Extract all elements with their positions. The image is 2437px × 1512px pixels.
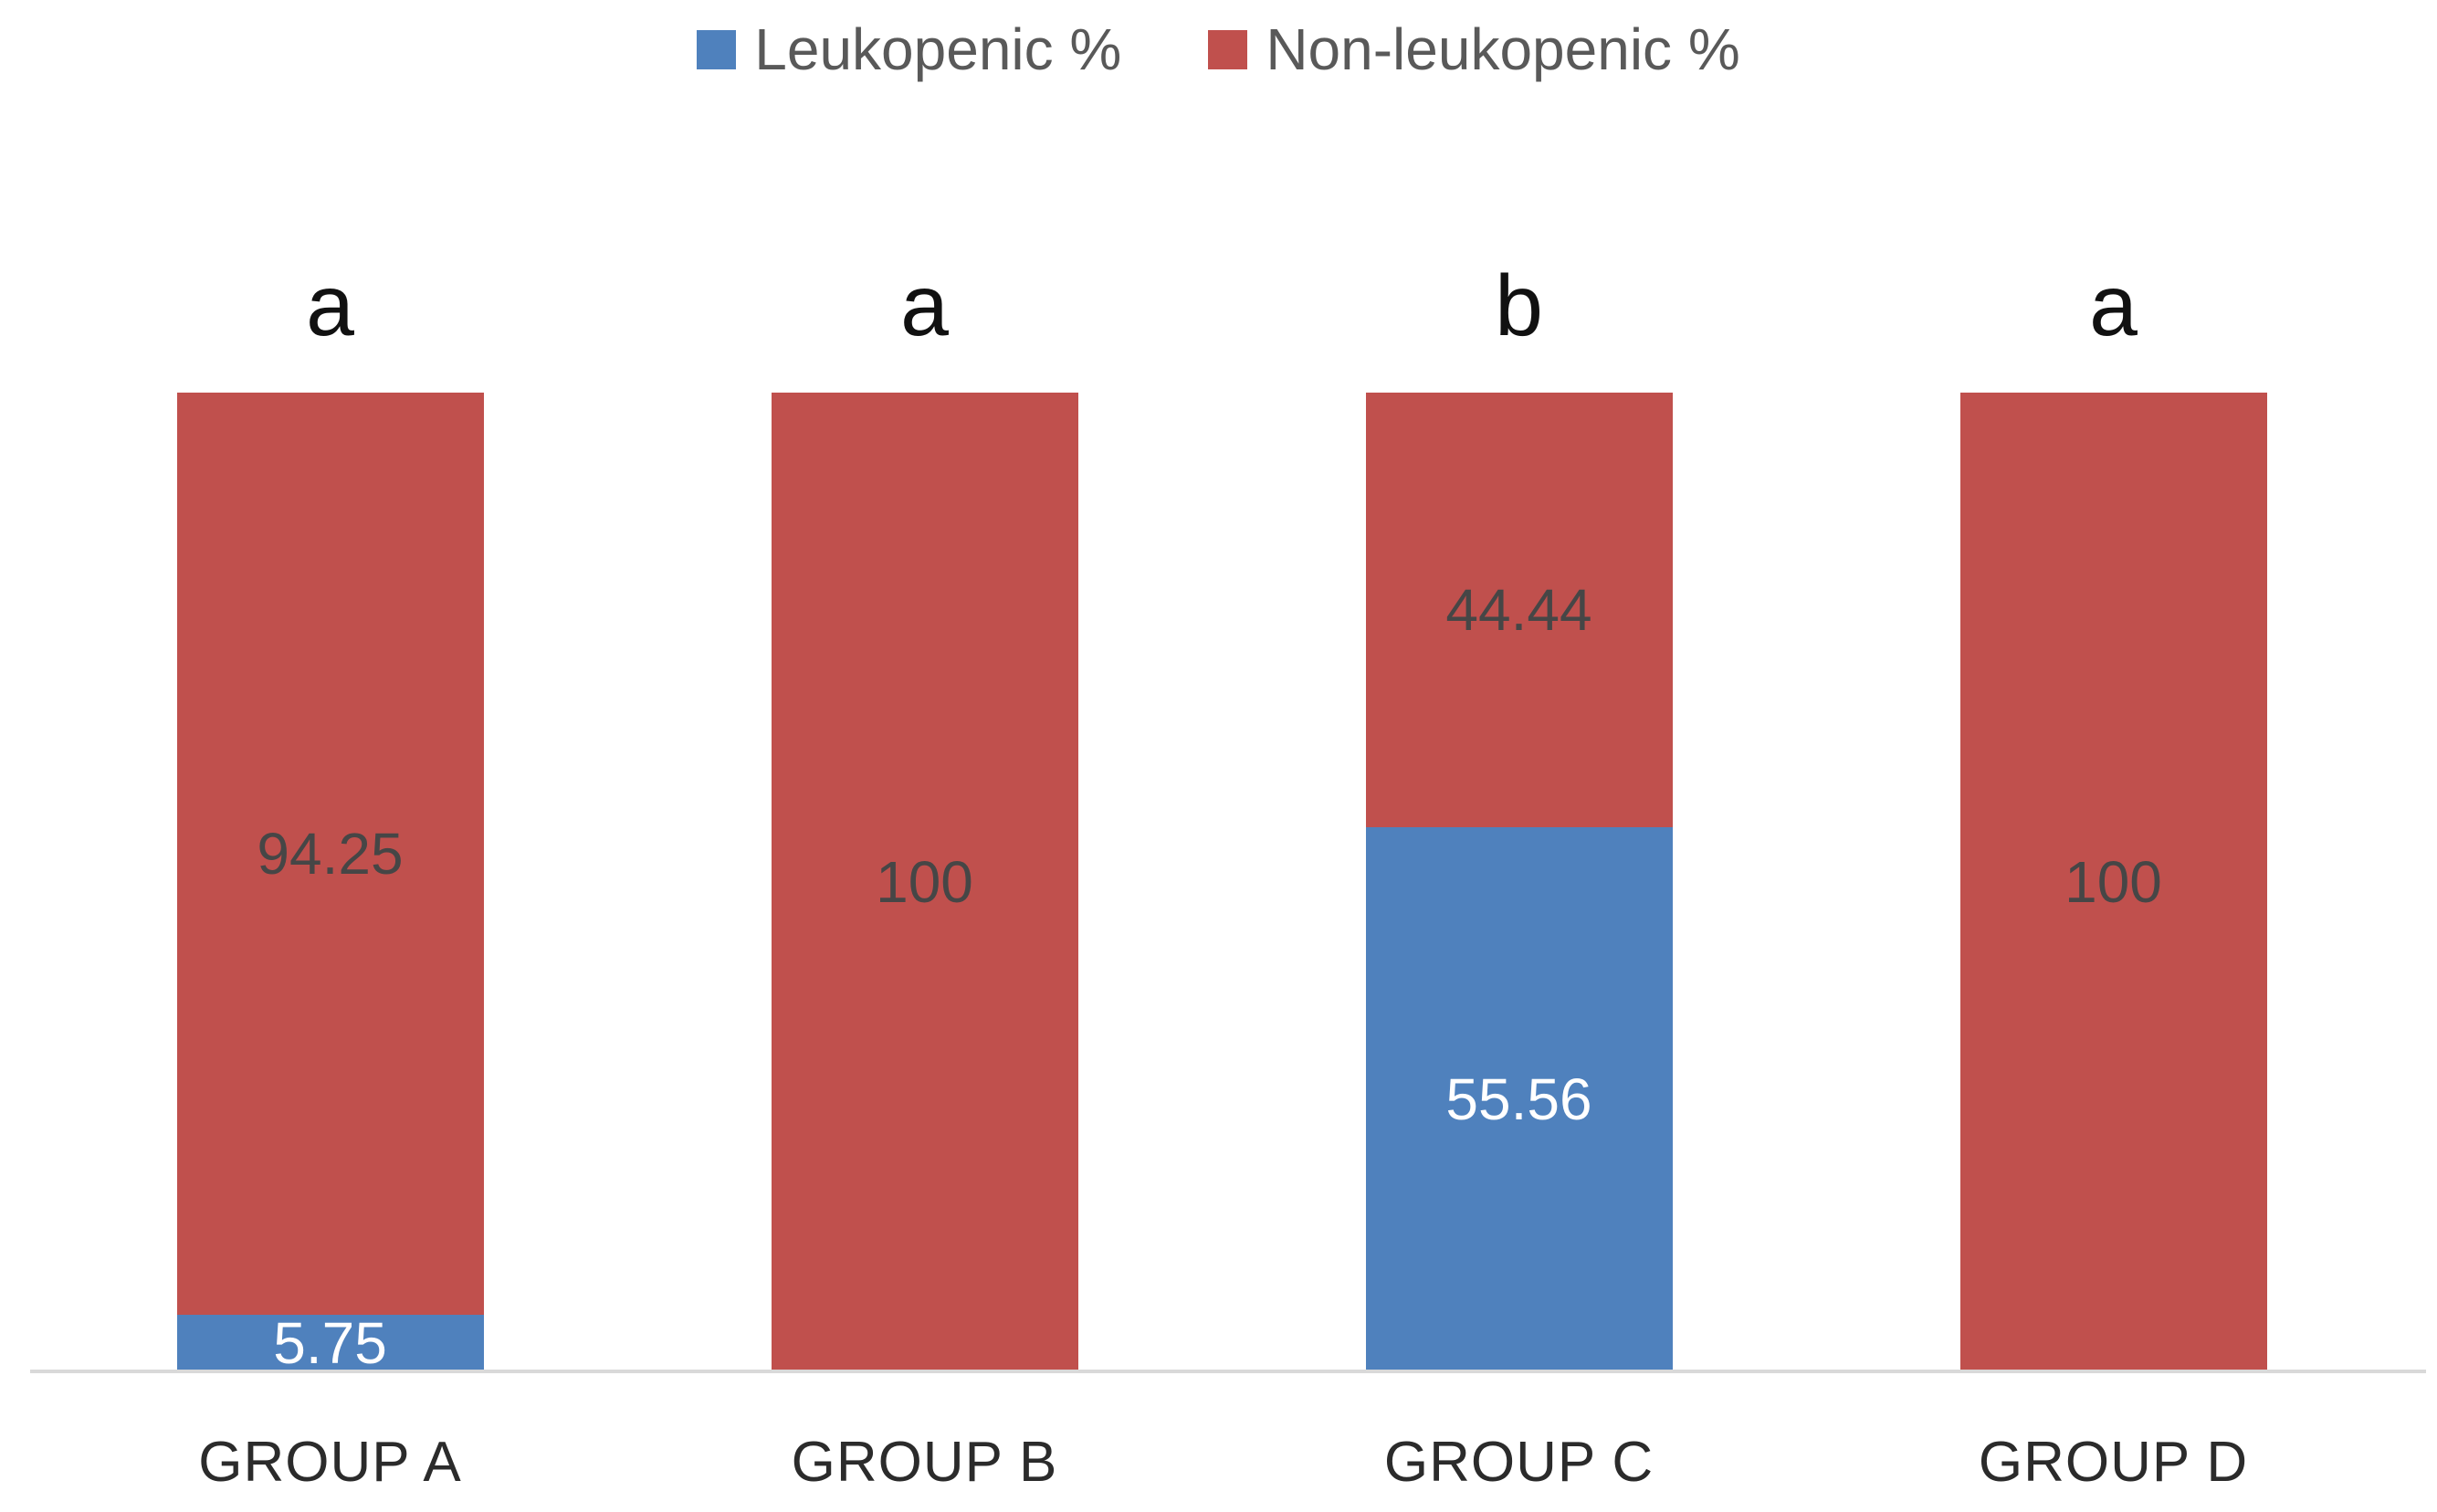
stacked-bar-group-c: 44.44 55.56 [1365,393,1673,1371]
segment-non-leukopenic-group-d: 100 [1959,393,2267,1371]
segment-leukopenic-group-c: 55.56 [1365,827,1673,1371]
value-label-non-leukopenic-group-c: 44.44 [1445,577,1592,644]
stacked-bar-group-b: 100 [771,393,1078,1371]
significance-letter-group-d: a [2089,257,2138,354]
value-label-non-leukopenic-group-d: 100 [2064,849,2162,915]
legend-label-leukopenic: Leukopenic % [754,16,1122,82]
value-label-leukopenic-group-a: 5.75 [273,1310,387,1377]
value-label-leukopenic-group-c: 55.56 [1445,1066,1592,1133]
category-label-row: GROUP A GROUP B GROUP C GROUP D [33,1430,2411,1495]
segment-non-leukopenic-group-b: 100 [771,393,1078,1371]
legend-item-non-leukopenic: Non-leukopenic % [1208,16,1740,83]
category-label-group-d: GROUP D [1978,1431,2249,1494]
value-label-non-leukopenic-group-b: 100 [876,849,973,915]
bar-column-group-d: 100 [1816,393,2411,1371]
significance-letter-row: a a b a [33,258,2411,354]
bar-column-group-c: 44.44 55.56 [1222,393,1816,1371]
legend-swatch-leukopenic-icon [697,29,737,69]
bar-column-group-b: 100 [627,393,1222,1371]
significance-letter-group-c: b [1495,257,1543,354]
plot-area: 94.25 5.75 100 44.44 55.56 [33,393,2411,1377]
stacked-bar-group-d: 100 [1959,393,2267,1371]
bar-column-group-a: 94.25 5.75 [33,393,627,1377]
segment-leukopenic-group-a: 5.75 [176,1310,484,1377]
value-label-non-leukopenic-group-a: 94.25 [257,821,404,887]
legend-label-non-leukopenic: Non-leukopenic % [1266,16,1740,82]
significance-letter-group-a: a [306,257,354,354]
legend-swatch-non-leukopenic-icon [1208,29,1248,69]
x-axis-line [30,1370,2426,1373]
stacked-bar-group-a: 94.25 5.75 [176,393,484,1377]
legend-item-leukopenic: Leukopenic % [697,16,1121,83]
segment-non-leukopenic-group-a: 94.25 [176,393,484,1316]
significance-letter-group-b: a [900,257,949,354]
segment-non-leukopenic-group-c: 44.44 [1365,393,1673,828]
category-label-group-c: GROUP C [1383,1431,1654,1494]
category-label-group-b: GROUP B [791,1431,1058,1494]
category-label-group-a: GROUP A [198,1431,462,1494]
legend: Leukopenic % Non-leukopenic % [0,5,2437,93]
